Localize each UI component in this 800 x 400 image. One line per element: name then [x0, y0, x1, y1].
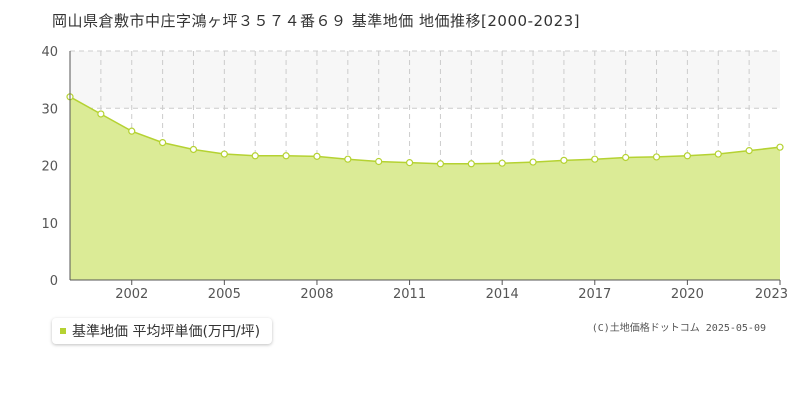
legend-label: 基準地価 平均坪単価(万円/坪) [72, 324, 261, 340]
data-point-2018 [622, 153, 630, 162]
legend-swatch [60, 328, 66, 334]
data-point-2021 [714, 150, 722, 158]
upper-band [70, 51, 780, 109]
area-series [69, 96, 781, 280]
data-point-2019 [652, 153, 661, 161]
data-point-2013 [467, 160, 475, 168]
x-tick-label-2011: 2011 [393, 287, 426, 300]
y-axis: 0 10 20 30 40 [41, 45, 71, 289]
data-point-2022 [745, 147, 753, 155]
data-point-2010 [375, 157, 383, 166]
y-tick-label-40: 40 [41, 45, 58, 60]
data-point-2012 [436, 160, 445, 168]
x-axis: 2002 2005 2008 2011 2014 2017 2020 2023 [70, 279, 788, 300]
data-point-2015 [529, 158, 537, 166]
chart-title: 岡山県倉敷市中庄字鴻ヶ坪３５７４番６９ 基準地価 地価推移[2000-2023] [52, 12, 581, 30]
x-tick-label-2014: 2014 [486, 287, 519, 300]
legend: 基準地価 平均坪単価(万円/坪) [52, 318, 273, 344]
data-point-2007 [282, 152, 290, 160]
data-point-2003 [159, 139, 167, 147]
x-tick-label-2023: 2023 [755, 287, 788, 300]
data-point-2020 [683, 152, 691, 160]
x-tick-label-2020: 2020 [671, 287, 704, 300]
data-point-2005 [220, 150, 228, 158]
series-line [69, 96, 781, 165]
area-fill [70, 96, 780, 280]
data-point-2006 [251, 152, 259, 160]
data-point-2014 [498, 159, 506, 167]
data-point-2023 [776, 143, 784, 151]
data-point-2017 [591, 155, 599, 163]
y-tick-label-10: 10 [41, 217, 58, 232]
data-point-2016 [560, 156, 568, 164]
y-tick-label-20: 20 [41, 160, 58, 175]
x-tick-label-2017: 2017 [578, 287, 611, 300]
data-point-2008 [313, 152, 321, 160]
plot-background [70, 51, 780, 109]
data-point-2009 [344, 155, 352, 163]
copyright-notice: (C)土地価格ドットコム 2025-05-09 [591, 323, 766, 334]
y-tick-label-30: 30 [41, 102, 58, 117]
x-tick-label-2008: 2008 [300, 287, 333, 300]
x-tick-label-2002: 2002 [115, 287, 148, 300]
data-point-2004 [189, 145, 198, 154]
data-point-2002 [128, 127, 136, 135]
y-tick-label-0: 0 [50, 274, 58, 289]
data-point-2011 [405, 159, 414, 167]
x-tick-label-2005: 2005 [208, 287, 241, 300]
data-point-2001 [97, 110, 105, 118]
